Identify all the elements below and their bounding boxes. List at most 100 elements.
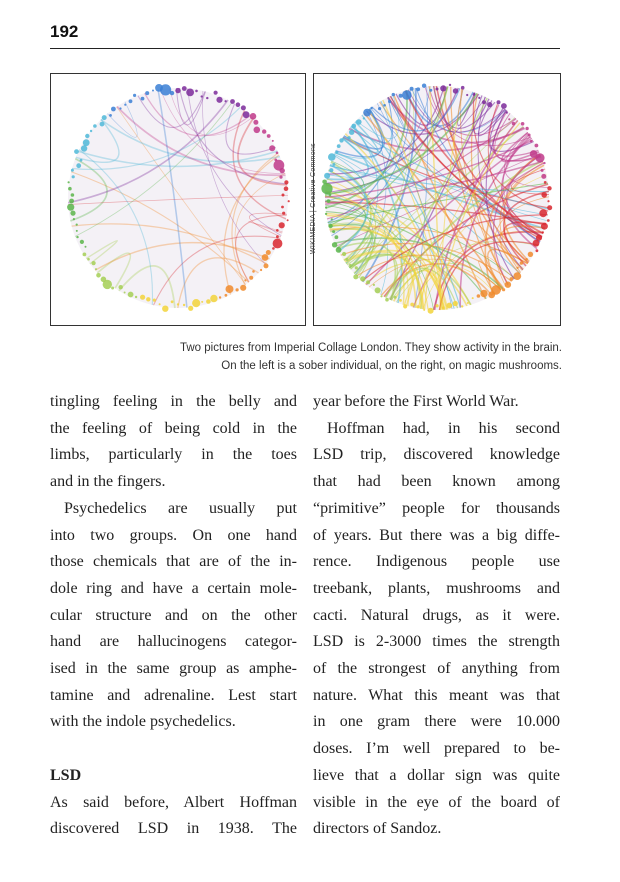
network-node xyxy=(85,133,90,139)
network-node xyxy=(385,297,389,302)
network-node xyxy=(328,193,332,197)
network-node xyxy=(84,245,87,248)
text-line: hand are hallucinogens categor- xyxy=(50,633,297,651)
network-node xyxy=(200,95,203,98)
sober-network-graphic xyxy=(67,84,290,312)
network-edge xyxy=(234,173,286,283)
text-line: that had been known among xyxy=(313,473,560,491)
network-node xyxy=(535,153,545,163)
network-node xyxy=(328,153,336,161)
network-edge xyxy=(327,86,445,175)
network-node xyxy=(263,263,269,269)
text-line: limbs, particularly in the toes xyxy=(50,446,297,464)
text-line: in one gram there were 10.000 xyxy=(313,713,560,731)
network-node xyxy=(75,223,78,226)
network-node xyxy=(118,285,123,290)
network-node xyxy=(435,87,439,91)
network-edge xyxy=(96,252,132,289)
network-edge xyxy=(432,86,496,129)
network-edge xyxy=(335,153,541,247)
text-line: LSD trip, discovered knowledge xyxy=(313,446,560,464)
text-line: treebank, plants, mushrooms and xyxy=(313,579,560,597)
network-node xyxy=(516,266,519,269)
network-node xyxy=(421,83,427,88)
network-node xyxy=(334,235,339,240)
network-node xyxy=(349,129,355,135)
network-edge xyxy=(324,195,367,249)
network-node xyxy=(76,163,82,169)
network-edge xyxy=(71,106,241,170)
network-node xyxy=(547,205,553,211)
network-edge xyxy=(178,87,288,185)
network-node xyxy=(111,286,115,290)
network-edge xyxy=(329,163,369,253)
network-node xyxy=(249,113,257,120)
network-node xyxy=(532,239,540,247)
text-line: Hoffman had, in his second xyxy=(327,419,560,437)
network-edge xyxy=(68,194,289,205)
network-node xyxy=(541,231,544,234)
network-node xyxy=(398,93,403,98)
network-edge xyxy=(94,241,270,271)
network-node xyxy=(508,118,511,121)
network-node xyxy=(276,229,279,232)
text-line: into two groups. On one hand xyxy=(50,526,297,544)
network-node xyxy=(529,150,538,158)
text-line: with the indole psychedelics. xyxy=(50,713,236,731)
network-edge xyxy=(231,152,279,286)
network-edge xyxy=(356,254,502,291)
network-edge xyxy=(379,101,524,270)
network-node xyxy=(213,90,218,95)
network-node xyxy=(448,83,452,87)
network-node xyxy=(541,173,547,179)
network-node xyxy=(478,96,481,99)
network-node xyxy=(281,205,284,209)
network-node xyxy=(82,139,90,147)
network-node xyxy=(378,107,382,111)
text-line: cular structure and on the other xyxy=(50,606,297,624)
network-node xyxy=(509,277,514,281)
network-edge xyxy=(74,101,233,237)
brain-network-mushrooms-image: WIKIMEDIA | Creative Commons xyxy=(310,73,561,326)
network-node xyxy=(321,183,333,195)
network-node xyxy=(345,258,349,261)
network-node xyxy=(410,302,415,307)
network-node xyxy=(402,90,412,100)
text-line: tingling feeling in the belly and xyxy=(50,393,297,410)
network-node xyxy=(224,100,227,103)
network-node xyxy=(363,108,371,117)
network-edge xyxy=(67,99,229,204)
network-edge xyxy=(78,150,278,168)
network-node xyxy=(279,167,285,174)
network-node xyxy=(145,91,150,96)
network-node xyxy=(472,93,476,96)
network-edge xyxy=(329,165,549,193)
network-edge xyxy=(328,224,424,310)
network-node xyxy=(188,305,194,311)
network-node xyxy=(134,295,138,299)
network-edge xyxy=(324,139,534,199)
network-node xyxy=(70,210,76,216)
network-node xyxy=(124,103,127,106)
network-node xyxy=(260,268,263,272)
network-node xyxy=(461,305,464,308)
network-node xyxy=(488,291,496,299)
network-node xyxy=(328,223,333,229)
text-line: dole ring and have a certain mole- xyxy=(50,579,297,597)
network-node xyxy=(93,124,97,128)
network-edge xyxy=(325,190,405,305)
network-node xyxy=(383,104,386,107)
network-edge xyxy=(144,92,251,137)
network-node xyxy=(525,258,528,261)
network-node xyxy=(111,106,116,112)
network-edge xyxy=(325,87,459,185)
network-edge xyxy=(153,235,281,306)
network-node xyxy=(230,99,235,104)
network-node xyxy=(543,181,547,184)
network-node xyxy=(266,134,271,138)
network-node xyxy=(269,145,276,152)
text-line: lieve that a dollar sign was quite xyxy=(313,766,560,784)
network-edge xyxy=(439,122,521,311)
network-node xyxy=(547,186,552,191)
network-node xyxy=(332,163,336,166)
